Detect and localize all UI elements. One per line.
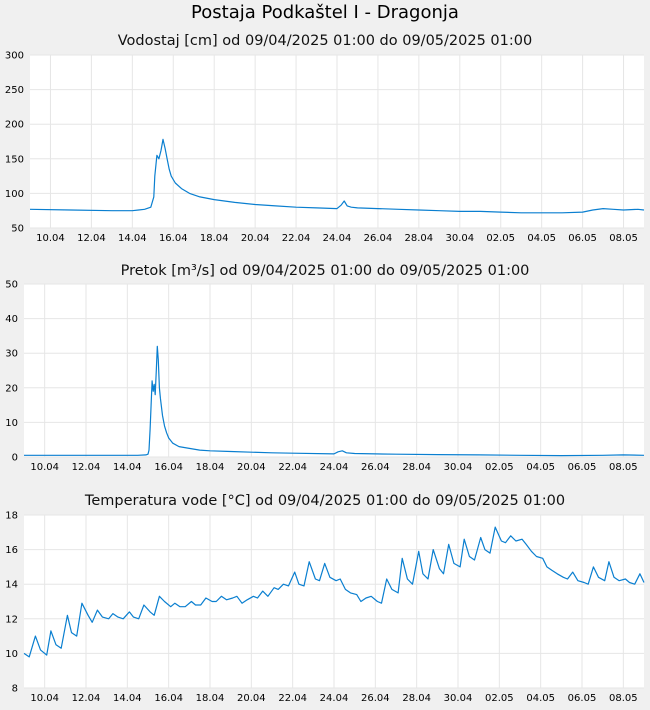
y-tick-label: 100 <box>5 189 24 200</box>
x-tick-label: 24.04 <box>323 233 352 244</box>
x-tick-label: 10.04 <box>30 462 59 473</box>
x-tick-label: 08.05 <box>609 462 638 473</box>
x-tick-label: 04.05 <box>526 462 555 473</box>
x-tick-label: 04.05 <box>526 693 555 704</box>
x-tick-label: 12.04 <box>72 693 101 704</box>
x-tick-label: 04.05 <box>527 233 556 244</box>
x-tick-label: 24.04 <box>320 693 349 704</box>
x-tick-label: 28.04 <box>402 462 431 473</box>
x-tick-label: 24.04 <box>320 462 349 473</box>
x-tick-label: 26.04 <box>364 233 393 244</box>
x-tick-label: 18.04 <box>196 462 225 473</box>
series-line <box>29 138 645 214</box>
x-tick-label: 22.04 <box>278 693 307 704</box>
y-tick-label: 300 <box>5 51 24 62</box>
x-tick-label: 30.04 <box>444 693 473 704</box>
y-tick-label: 12 <box>5 614 18 625</box>
x-tick-label: 30.04 <box>444 462 473 473</box>
x-tick-label: 20.04 <box>237 462 266 473</box>
x-tick-label: 20.04 <box>237 693 266 704</box>
y-tick-label: 150 <box>5 154 24 165</box>
x-tick-label: 06.05 <box>568 693 597 704</box>
x-tick-label: 28.04 <box>405 233 434 244</box>
x-tick-label: 30.04 <box>445 233 474 244</box>
x-tick-label: 26.04 <box>361 693 390 704</box>
chart-pretok: Pretok [m³/s] od 09/04/2025 01:00 do 09/… <box>5 263 645 473</box>
y-tick-label: 200 <box>5 120 24 131</box>
x-tick-label: 12.04 <box>72 462 101 473</box>
x-tick-label: 18.04 <box>200 233 229 244</box>
y-tick-label: 40 <box>5 314 18 325</box>
x-tick-label: 14.04 <box>118 233 147 244</box>
x-tick-label: 18.04 <box>196 693 225 704</box>
series-line <box>23 526 645 658</box>
x-tick-label: 22.04 <box>278 462 307 473</box>
y-tick-label: 14 <box>5 580 18 591</box>
chart-title: Temperatura vode [°C] od 09/04/2025 01:0… <box>84 493 565 509</box>
x-tick-label: 08.05 <box>609 693 638 704</box>
chart-title: Pretok [m³/s] od 09/04/2025 01:00 do 09/… <box>121 263 530 279</box>
y-tick-label: 50 <box>11 224 24 235</box>
x-tick-label: 02.05 <box>486 233 515 244</box>
chart-title: Vodostaj [cm] od 09/04/2025 01:00 do 09/… <box>118 33 532 49</box>
x-tick-label: 14.04 <box>113 693 142 704</box>
series-line <box>24 345 645 457</box>
chart-vodostaj: Vodostaj [cm] od 09/04/2025 01:00 do 09/… <box>5 33 645 244</box>
x-tick-label: 10.04 <box>30 693 59 704</box>
x-tick-label: 26.04 <box>361 462 390 473</box>
x-tick-label: 16.04 <box>154 462 183 473</box>
y-tick-label: 10 <box>5 418 18 429</box>
y-tick-label: 250 <box>5 85 24 96</box>
x-tick-label: 06.05 <box>568 233 597 244</box>
y-tick-label: 50 <box>5 280 18 291</box>
y-tick-label: 10 <box>5 649 18 660</box>
x-tick-label: 06.05 <box>568 462 597 473</box>
chart-temperatura: Temperatura vode [°C] od 09/04/2025 01:0… <box>5 493 645 704</box>
x-tick-label: 02.05 <box>485 462 514 473</box>
y-tick-label: 20 <box>5 383 18 394</box>
y-tick-label: 30 <box>5 349 18 360</box>
x-tick-label: 16.04 <box>159 233 188 244</box>
x-tick-label: 10.04 <box>36 233 65 244</box>
page-title: Postaja Podkaštel I - Dragonja <box>191 2 459 23</box>
x-tick-label: 22.04 <box>282 233 311 244</box>
y-tick-label: 16 <box>5 545 18 556</box>
x-tick-label: 14.04 <box>113 462 142 473</box>
x-tick-label: 16.04 <box>154 693 183 704</box>
y-tick-label: 0 <box>12 453 18 464</box>
x-tick-label: 02.05 <box>485 693 514 704</box>
y-tick-label: 18 <box>5 511 18 522</box>
x-tick-label: 12.04 <box>77 233 106 244</box>
x-tick-label: 28.04 <box>402 693 431 704</box>
x-tick-label: 20.04 <box>241 233 270 244</box>
y-tick-label: 8 <box>12 684 18 695</box>
x-tick-label: 08.05 <box>609 233 638 244</box>
